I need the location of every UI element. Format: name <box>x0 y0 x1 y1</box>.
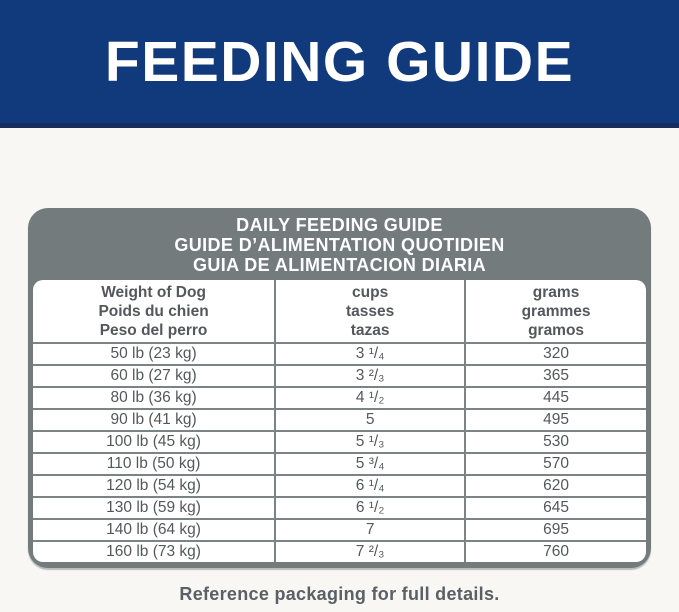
table-row: 120 lb (54 kg) 6 ¹/₄ 620 <box>33 474 646 497</box>
table-row: 90 lb (41 kg) 5 495 <box>33 408 646 431</box>
col-header-weight-fr: Poids du chien <box>98 303 209 320</box>
cell-weight: 80 lb (36 kg) <box>33 386 276 409</box>
feeding-table-panel: Weight of Dog Poids du chien Peso del pe… <box>33 280 646 562</box>
cell-grams: 570 <box>464 452 646 475</box>
col-header-cups-fr: tasses <box>346 303 395 320</box>
cell-cups: 4 ¹/₂ <box>274 386 466 409</box>
card-title-line-fr: GUIDE D’ALIMENTATION QUOTIDIEN <box>174 235 505 255</box>
table-row: 100 lb (45 kg) 5 ¹/₃ 530 <box>33 430 646 453</box>
cell-cups: 5 <box>274 408 466 431</box>
content-area: DAILY FEEDING GUIDE GUIDE D’ALIMENTATION… <box>0 208 679 605</box>
cell-cups: 3 ¹/₄ <box>274 342 466 365</box>
col-header-cups-es: tazas <box>350 322 390 339</box>
col-header-weight: Weight of Dog Poids du chien Peso del pe… <box>33 280 275 343</box>
col-header-grams: grams grammes gramos <box>464 280 646 343</box>
title-banner: FEEDING GUIDE <box>0 0 679 128</box>
cell-grams: 365 <box>464 364 646 387</box>
cell-cups: 3 ²/₃ <box>274 364 466 387</box>
col-header-weight-en: Weight of Dog <box>101 284 206 301</box>
cell-weight: 130 lb (59 kg) <box>33 496 276 519</box>
feeding-table-head: Weight of Dog Poids du chien Peso del pe… <box>33 280 646 343</box>
feeding-guide-card: DAILY FEEDING GUIDE GUIDE D’ALIMENTATION… <box>28 208 651 568</box>
cell-grams: 760 <box>464 540 646 562</box>
cell-weight: 140 lb (64 kg) <box>33 518 276 541</box>
table-row: 80 lb (36 kg) 4 ¹/₂ 445 <box>33 386 646 409</box>
table-row: 60 lb (27 kg) 3 ²/₃ 365 <box>33 364 646 387</box>
cell-grams: 645 <box>464 496 646 519</box>
table-row: 160 lb (73 kg) 7 ²/₃ 760 <box>33 540 646 562</box>
cell-weight: 120 lb (54 kg) <box>33 474 276 497</box>
table-row: 140 lb (64 kg) 7 695 <box>33 518 646 541</box>
cell-weight: 100 lb (45 kg) <box>33 430 276 453</box>
cell-grams: 620 <box>464 474 646 497</box>
cell-cups: 5 ¹/₃ <box>274 430 466 453</box>
cell-weight: 110 lb (50 kg) <box>33 452 276 475</box>
cell-weight: 90 lb (41 kg) <box>33 408 276 431</box>
cell-weight: 60 lb (27 kg) <box>33 364 276 387</box>
col-header-grams-fr: grammes <box>521 303 591 320</box>
cell-cups: 6 ¹/₂ <box>274 496 466 519</box>
cell-grams: 495 <box>464 408 646 431</box>
table-row: 130 lb (59 kg) 6 ¹/₂ 645 <box>33 496 646 519</box>
footnote-text: Reference packaging for full details. <box>179 584 500 604</box>
cell-grams: 530 <box>464 430 646 453</box>
header-row: Weight of Dog Poids du chien Peso del pe… <box>33 280 646 343</box>
feeding-table: Weight of Dog Poids du chien Peso del pe… <box>33 280 646 562</box>
feeding-table-body: 50 lb (23 kg) 3 ¹/₄ 320 60 lb (27 kg) 3 … <box>33 342 646 562</box>
card-title-line-es: GUIA DE ALIMENTACION DIARIA <box>192 255 487 275</box>
card-title-line-en: DAILY FEEDING GUIDE <box>236 215 443 235</box>
cell-cups: 6 ¹/₄ <box>274 474 466 497</box>
cell-grams: 695 <box>464 518 646 541</box>
cell-cups: 5 ³/₄ <box>274 452 466 475</box>
cell-cups: 7 ²/₃ <box>274 540 466 562</box>
table-row: 50 lb (23 kg) 3 ¹/₄ 320 <box>33 342 646 365</box>
table-row: 110 lb (50 kg) 5 ³/₄ 570 <box>33 452 646 475</box>
col-header-cups-en: cups <box>352 284 389 301</box>
card-title: DAILY FEEDING GUIDE GUIDE D’ALIMENTATION… <box>33 213 646 276</box>
page-title: FEEDING GUIDE <box>104 29 575 94</box>
cell-grams: 320 <box>464 342 646 365</box>
col-header-grams-es: gramos <box>528 322 585 339</box>
col-header-weight-es: Peso del perro <box>99 322 208 339</box>
cell-weight: 160 lb (73 kg) <box>33 540 276 562</box>
col-header-grams-en: grams <box>532 284 580 301</box>
col-header-cups: cups tasses tazas <box>274 280 466 343</box>
cell-cups: 7 <box>274 518 466 541</box>
cell-grams: 445 <box>464 386 646 409</box>
cell-weight: 50 lb (23 kg) <box>33 342 276 365</box>
